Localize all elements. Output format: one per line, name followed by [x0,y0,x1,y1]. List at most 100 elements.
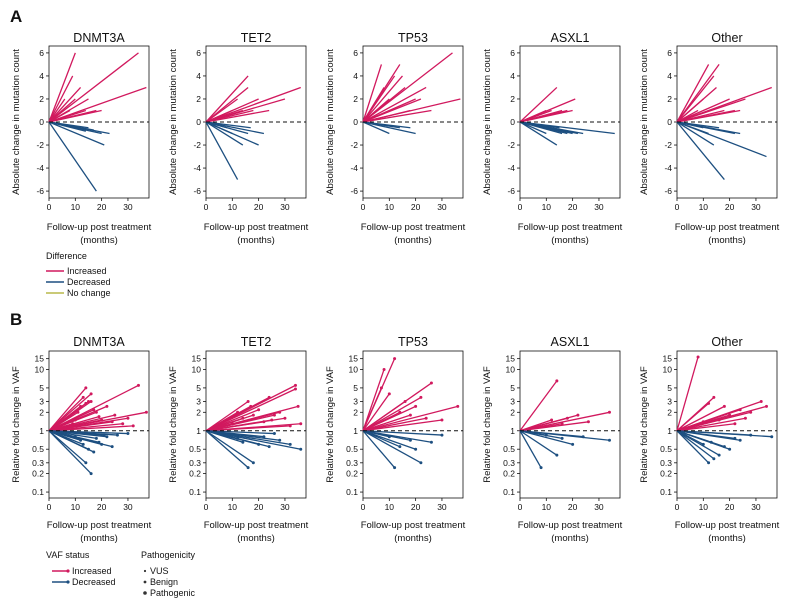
y-tick-label: 2 [39,407,44,417]
segment-endpoint [76,410,80,414]
segment-endpoint [288,442,292,446]
segment-decreased [48,430,84,445]
x-tick-label: 30 [123,502,133,512]
y-tick-label: 10 [663,364,673,374]
segment-endpoint [100,442,104,446]
x-tick-label: 30 [123,202,133,212]
y-axis-label: Relative fold change in VAF [11,366,22,483]
plot-frame [205,350,307,499]
legend-vaf-dot-increased [66,569,70,573]
segment-increased [48,425,134,432]
facet-dnmt3a: DNMT3A -6 -4 -2 0 2 4 6 0 10 20 30 Absolute change i… [11,31,152,246]
y-tick-label: 0 [196,117,201,127]
segment-increased [362,64,383,123]
segment-increased [205,425,291,432]
x-tick-label: 20 [97,202,107,212]
segment-increased [205,388,296,432]
y-tick-label: 5 [196,383,201,393]
segment-increased [676,421,704,432]
segment-endpoint [89,472,93,476]
y-tick-label: -2 [664,140,672,150]
y-tick-label: 0 [353,117,358,127]
segment-endpoint [607,438,611,442]
segment-endpoint [398,410,402,414]
x-axis-label-units: (months) [237,533,274,544]
segment-endpoint [414,447,418,451]
y-tick-label: -2 [507,140,515,150]
segment-endpoint [267,445,271,449]
y-tick-label: 0.2 [189,469,201,479]
x-axis-label: Follow-up post treatment [518,222,623,233]
legend-label-nochange: No change [67,288,111,298]
segment-increased [205,421,264,432]
y-tick-label: 10 [349,364,359,374]
segment-increased [676,417,746,432]
segment-increased [362,400,406,432]
y-tick-label: 15 [35,354,45,364]
y-tick-label: 0.5 [346,444,358,454]
y-tick-label: -6 [507,186,515,196]
facet-title: TP53 [398,335,428,349]
y-tick-label: 4 [39,71,44,81]
legend-label-benign: Benign [150,577,178,587]
segment-endpoint [257,408,261,412]
x-tick-label: 20 [254,202,264,212]
segment-endpoint [759,400,763,404]
segment-endpoint [251,461,255,465]
segment-endpoint [270,418,274,422]
segment-increased [205,405,252,432]
segment-endpoint [733,422,737,426]
segment-endpoint [262,435,266,439]
facet-tet2: TET2 -6 -4 -2 0 2 4 6 0 10 20 30 Absolute change in … [168,31,309,246]
segment-endpoint [581,435,585,439]
x-tick-label: 0 [204,202,209,212]
segment-endpoint [576,413,580,417]
segment-endpoint [707,401,711,405]
segment-endpoint [728,413,732,417]
x-tick-label: 10 [385,202,395,212]
segment-endpoint [712,395,716,399]
x-axis-label-units: (months) [551,533,588,544]
segment-endpoint [722,445,726,449]
legend-difference-title: Difference [46,251,87,261]
x-axis-label: Follow-up post treatment [204,222,309,233]
x-axis-label-units: (months) [708,533,745,544]
y-tick-label: 0.3 [346,458,358,468]
x-tick-label: 10 [385,502,395,512]
legend-label-decreased: Decreased [67,277,111,287]
segment-endpoint [121,422,125,426]
segment-increased [676,109,741,123]
y-tick-label: 0.2 [32,469,44,479]
segment-endpoint [555,379,559,383]
y-tick-label: 1 [39,426,44,436]
y-tick-label: 0.1 [189,487,201,497]
facet-title: ASXL1 [551,335,590,349]
x-tick-label: 20 [725,502,735,512]
x-tick-label: 0 [204,502,209,512]
x-tick-label: 0 [518,202,523,212]
plot-frame [519,350,621,499]
x-tick-label: 0 [518,502,523,512]
segment-endpoint [440,418,444,422]
segment-increased [48,423,73,432]
x-axis-label: Follow-up post treatment [675,222,780,233]
x-axis-label-units: (months) [551,235,588,246]
segment-endpoint [86,447,90,451]
x-tick-label: 10 [542,502,552,512]
y-tick-label: 4 [196,71,201,81]
y-tick-label: 4 [667,71,672,81]
segment-endpoint [749,410,753,414]
segment-endpoint [387,435,391,439]
y-axis-label: Relative fold change in VAF [168,366,179,483]
y-tick-label: -4 [193,163,201,173]
segment-increased [48,98,66,123]
y-tick-label: 0.1 [503,487,515,497]
y-tick-label: 4 [353,71,358,81]
legend-difference: Difference Increased Decreased No change [46,251,111,298]
legend-vaf-status-title: VAF status [46,550,90,560]
segment-endpoint [429,381,433,385]
segment-increased [676,75,715,123]
segment-endpoint [728,447,732,451]
segment-increased [676,405,725,432]
